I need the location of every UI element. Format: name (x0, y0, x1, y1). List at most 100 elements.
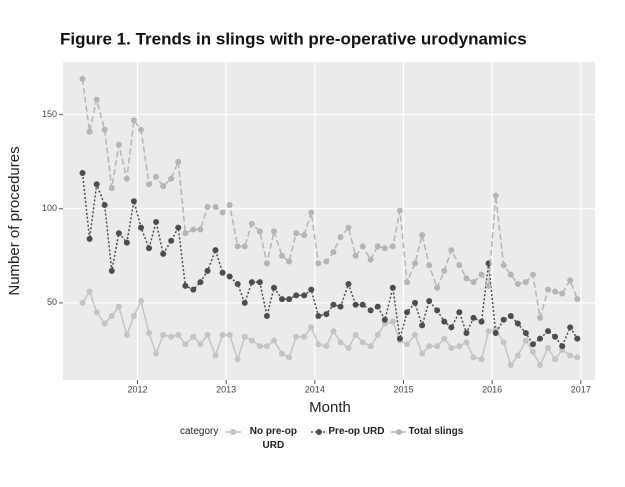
legend-label: Total slings (408, 426, 464, 437)
data-point (301, 333, 308, 340)
legend-dot (230, 429, 237, 435)
data-point (529, 271, 536, 278)
data-point (396, 207, 403, 214)
x-axis-label: Month (309, 399, 351, 416)
data-point (337, 303, 344, 310)
data-point (552, 356, 559, 363)
data-point (153, 350, 160, 357)
data-point (308, 324, 315, 331)
data-point (101, 126, 108, 133)
data-point (389, 318, 396, 325)
data-point (86, 288, 93, 295)
data-point (514, 281, 521, 288)
data-point (323, 258, 330, 265)
data-point (256, 343, 263, 350)
data-point (101, 320, 108, 327)
data-point (337, 233, 344, 240)
data-point (485, 282, 492, 289)
data-point (123, 239, 130, 246)
data-point (234, 356, 241, 363)
data-point (374, 303, 381, 310)
data-point (226, 202, 233, 209)
data-point (434, 307, 441, 314)
data-point (301, 292, 308, 299)
data-point (204, 331, 211, 338)
data-point (478, 318, 485, 325)
data-point (345, 224, 352, 231)
data-point (485, 328, 492, 335)
data-point (108, 267, 115, 274)
data-point (212, 203, 219, 210)
data-point (345, 281, 352, 288)
data-point (434, 284, 441, 291)
data-point (537, 335, 544, 342)
data-point (330, 301, 337, 308)
series (79, 75, 581, 321)
data-point (190, 333, 197, 340)
data-point (279, 350, 286, 357)
data-point (263, 343, 270, 350)
data-point (352, 252, 359, 259)
data-point (330, 328, 337, 335)
data-point (381, 245, 388, 252)
data-point (234, 243, 241, 250)
data-point (219, 209, 226, 216)
data-point (404, 279, 411, 286)
legend-swatch (225, 429, 242, 435)
data-point (374, 243, 381, 250)
data-point (396, 335, 403, 342)
data-point (293, 292, 300, 299)
data-point (256, 228, 263, 235)
data-point (345, 345, 352, 352)
data-point (271, 228, 278, 235)
data-point (160, 183, 167, 190)
data-point (146, 181, 153, 188)
data-point (522, 329, 529, 336)
data-point (537, 314, 544, 321)
data-point (190, 226, 197, 233)
data-point (115, 230, 122, 237)
data-point (507, 271, 514, 278)
data-point (168, 175, 175, 182)
data-point (434, 343, 441, 350)
data-point (567, 324, 574, 331)
data-point (559, 290, 566, 297)
data-point (552, 288, 559, 295)
data-point (130, 198, 137, 205)
data-point (241, 333, 248, 340)
data-point (389, 243, 396, 250)
data-point (138, 224, 145, 231)
data-point (330, 249, 337, 256)
data-point (108, 313, 115, 320)
data-point (293, 333, 300, 340)
data-point (500, 339, 507, 346)
data-point (448, 345, 455, 352)
data-point (315, 313, 322, 320)
series (79, 288, 581, 368)
y-axis-label: Number of procedures (6, 146, 23, 295)
data-point (426, 297, 433, 304)
data-point (374, 331, 381, 338)
data-point (507, 313, 514, 320)
data-point (574, 354, 581, 361)
data-point (271, 337, 278, 344)
data-point (79, 170, 86, 177)
data-point (190, 286, 197, 293)
data-point (241, 243, 248, 250)
data-point (256, 279, 263, 286)
data-point (404, 309, 411, 316)
data-point (537, 361, 544, 368)
legend-swatch (311, 429, 328, 435)
data-point (492, 329, 499, 336)
data-point (93, 96, 100, 103)
data-point (212, 247, 219, 254)
data-point (115, 303, 122, 310)
data-point (146, 245, 153, 252)
data-point (441, 335, 448, 342)
data-point (315, 260, 322, 267)
data-point (86, 128, 93, 135)
data-point (412, 299, 419, 306)
data-point (456, 262, 463, 269)
data-point (463, 275, 470, 282)
